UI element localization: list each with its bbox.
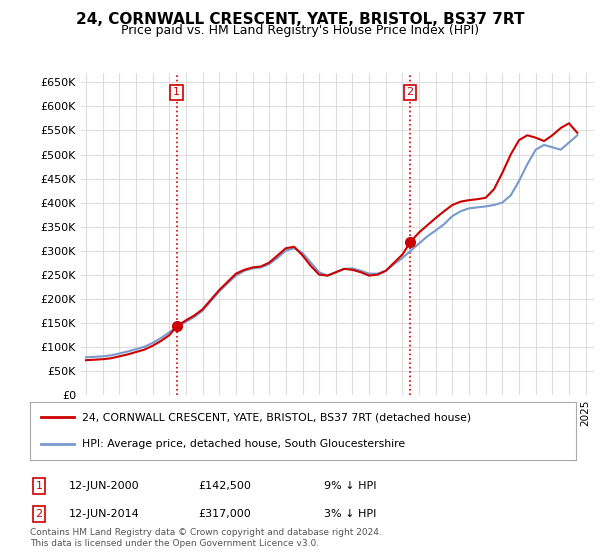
Text: 1: 1 <box>35 481 43 491</box>
Text: 24, CORNWALL CRESCENT, YATE, BRISTOL, BS37 7RT (detached house): 24, CORNWALL CRESCENT, YATE, BRISTOL, BS… <box>82 412 471 422</box>
Text: 2: 2 <box>35 509 43 519</box>
Text: 12-JUN-2014: 12-JUN-2014 <box>69 509 140 519</box>
Text: 2: 2 <box>406 87 413 97</box>
Text: 12-JUN-2000: 12-JUN-2000 <box>69 481 140 491</box>
Text: 1: 1 <box>173 87 180 97</box>
Text: 3% ↓ HPI: 3% ↓ HPI <box>324 509 376 519</box>
Text: HPI: Average price, detached house, South Gloucestershire: HPI: Average price, detached house, Sout… <box>82 440 405 450</box>
Text: Contains HM Land Registry data © Crown copyright and database right 2024.
This d: Contains HM Land Registry data © Crown c… <box>30 528 382 548</box>
Text: Price paid vs. HM Land Registry's House Price Index (HPI): Price paid vs. HM Land Registry's House … <box>121 24 479 37</box>
Text: 24, CORNWALL CRESCENT, YATE, BRISTOL, BS37 7RT: 24, CORNWALL CRESCENT, YATE, BRISTOL, BS… <box>76 12 524 27</box>
Text: £317,000: £317,000 <box>198 509 251 519</box>
Text: £142,500: £142,500 <box>198 481 251 491</box>
Text: 9% ↓ HPI: 9% ↓ HPI <box>324 481 377 491</box>
